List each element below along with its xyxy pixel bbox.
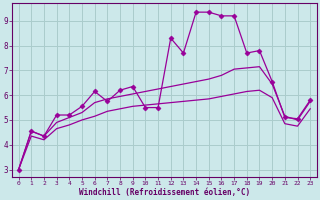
X-axis label: Windchill (Refroidissement éolien,°C): Windchill (Refroidissement éolien,°C) [79,188,250,197]
